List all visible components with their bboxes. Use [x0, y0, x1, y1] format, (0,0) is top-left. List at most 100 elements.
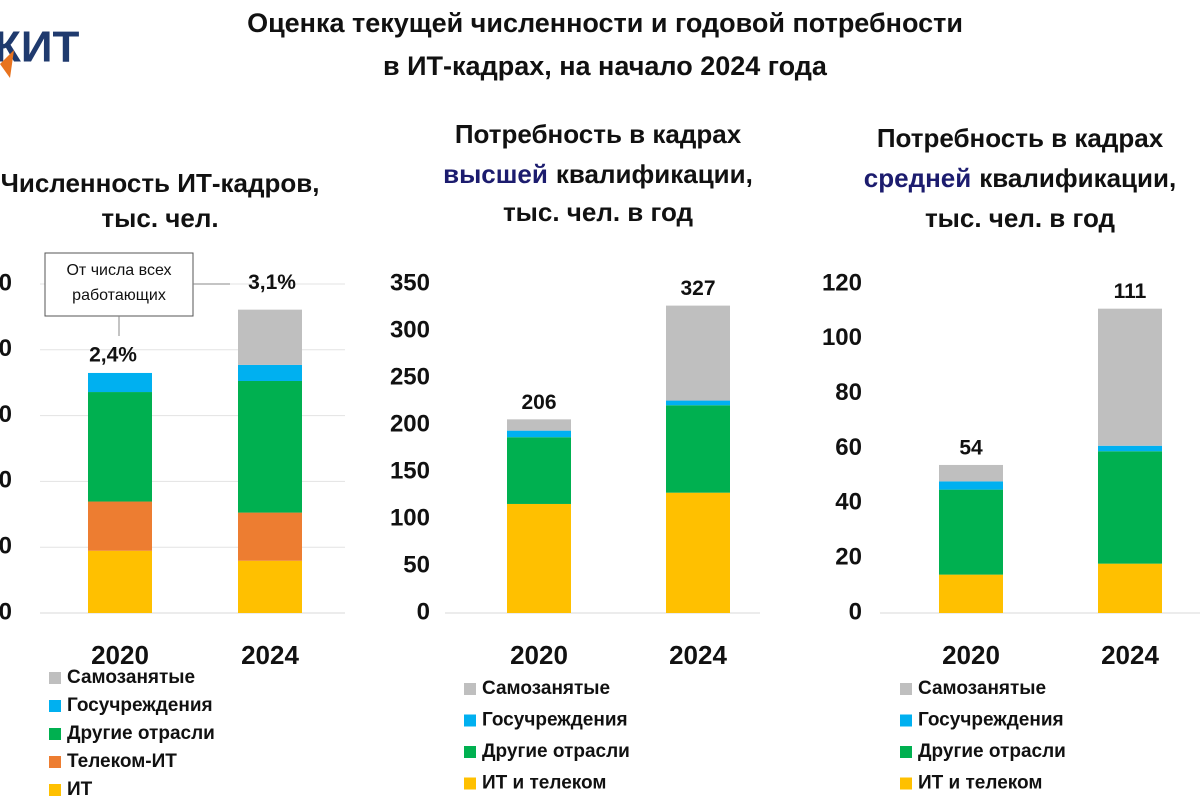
legend-swatch: [900, 714, 912, 727]
x-tick-label: 2024: [1101, 640, 1159, 670]
callout-text: работающих: [72, 287, 166, 304]
legend-swatch: [49, 756, 61, 768]
x-tick-label: 2020: [942, 640, 1000, 670]
legend-swatch: [49, 728, 61, 740]
legend-label: Госучреждения: [482, 710, 628, 731]
y-tick-label: 500: [0, 533, 12, 560]
legend-label: Самозанятые: [67, 667, 195, 688]
legend-label: Другие отрасли: [482, 741, 630, 762]
bar-segment: [88, 372, 152, 393]
bar-segment: [238, 364, 302, 381]
legend-swatch: [464, 714, 476, 727]
y-tick-label: 40: [835, 489, 862, 516]
y-tick-label: 100: [822, 324, 862, 351]
x-tick-label: 2020: [91, 640, 149, 670]
legend-swatch: [464, 777, 476, 790]
y-tick-label: 20: [835, 544, 862, 571]
y-tick-label: 2500: [0, 269, 12, 296]
total-label: 54: [959, 436, 983, 459]
title-part: высшей: [443, 159, 548, 189]
bar-segment: [939, 574, 1003, 613]
title-part: тыс. чел. в год: [503, 197, 694, 227]
chart-title: Потребность в кадрах: [877, 123, 1164, 153]
bar-segment: [507, 419, 571, 431]
bar-segment: [238, 512, 302, 561]
y-tick-label: 120: [822, 269, 862, 296]
legend-label: Госучреждения: [67, 695, 213, 716]
y-tick-label: 50: [403, 551, 430, 578]
bar-segment: [1098, 308, 1162, 446]
legend-label: ИТ и телеком: [482, 773, 606, 794]
title-part: Потребность в кадрах: [877, 123, 1164, 153]
y-tick-label: 150: [390, 457, 430, 484]
legend-label: Самозанятые: [482, 678, 610, 699]
title-part: Численность ИТ-кадров,: [1, 168, 320, 198]
y-tick-label: 1000: [0, 467, 12, 494]
total-label: 327: [680, 277, 715, 300]
y-tick-label: 250: [390, 363, 430, 390]
bar-segment: [507, 430, 571, 438]
bar-segment: [666, 405, 730, 493]
legend-swatch: [49, 672, 61, 684]
bar-segment: [238, 560, 302, 613]
legend-label: Самозанятые: [918, 678, 1046, 699]
legend-label: Другие отрасли: [67, 723, 215, 744]
y-tick-label: 200: [390, 410, 430, 437]
bar-segment: [939, 481, 1003, 490]
bar-segment: [238, 380, 302, 513]
bar-segment: [238, 309, 302, 365]
chart-title: высшей квалификации,: [443, 159, 753, 189]
legend-swatch: [900, 683, 912, 695]
title-part: средней: [864, 163, 971, 193]
legend-label: Другие отрасли: [918, 741, 1066, 762]
y-tick-label: 60: [835, 434, 862, 461]
y-tick-label: 1500: [0, 401, 12, 428]
legend-swatch: [49, 700, 61, 712]
bar-segment: [507, 503, 571, 613]
legend-swatch: [900, 777, 912, 790]
legend-swatch: [464, 683, 476, 695]
title-part: Потребность в кадрах: [455, 119, 742, 149]
x-tick-label: 2024: [669, 640, 727, 670]
y-tick-label: 100: [390, 504, 430, 531]
chart-title: тыс. чел. в год: [503, 197, 694, 227]
bar-segment: [1098, 563, 1162, 613]
title-part: тыс. чел. в год: [925, 203, 1116, 233]
x-tick-label: 2024: [241, 640, 299, 670]
main-title: в ИТ-кадрах, на начало 2024 года: [383, 51, 828, 81]
title-part: тыс. чел.: [101, 203, 218, 233]
y-tick-label: 300: [390, 316, 430, 343]
logo-accent: [0, 50, 14, 78]
total-label: 206: [521, 391, 556, 414]
bar-segment: [1098, 451, 1162, 564]
legend-label: Госучреждения: [918, 710, 1064, 731]
bar-segment: [939, 489, 1003, 575]
share-annotation: 2,4%: [89, 344, 137, 367]
chart-title: Потребность в кадрах: [455, 119, 742, 149]
bar-segment: [666, 492, 730, 613]
callout-text: От числа всех: [66, 262, 171, 279]
chart-title: тыс. чел. в год: [925, 203, 1116, 233]
y-tick-label: 0: [849, 598, 862, 625]
y-tick-label: 80: [835, 379, 862, 406]
total-label: 111: [1114, 280, 1147, 303]
bar-segment: [88, 501, 152, 551]
title-part: квалификации,: [556, 159, 753, 189]
y-tick-label: 2000: [0, 335, 12, 362]
bar-segment: [939, 464, 1003, 482]
chart-title: тыс. чел.: [101, 203, 218, 233]
legend-swatch: [464, 746, 476, 758]
title-part: квалификации,: [979, 163, 1176, 193]
chart-title: средней квалификации,: [864, 163, 1176, 193]
chart-title: Численность ИТ-кадров,: [1, 168, 320, 198]
bar-segment: [666, 400, 730, 406]
legend-label: ИТ: [67, 779, 93, 800]
legend-swatch: [49, 784, 61, 796]
legend-swatch: [900, 746, 912, 758]
share-annotation: 3,1%: [248, 271, 296, 294]
y-tick-label: 350: [390, 269, 430, 296]
legend-label: Телеком-ИТ: [67, 751, 177, 772]
x-tick-label: 2020: [510, 640, 568, 670]
